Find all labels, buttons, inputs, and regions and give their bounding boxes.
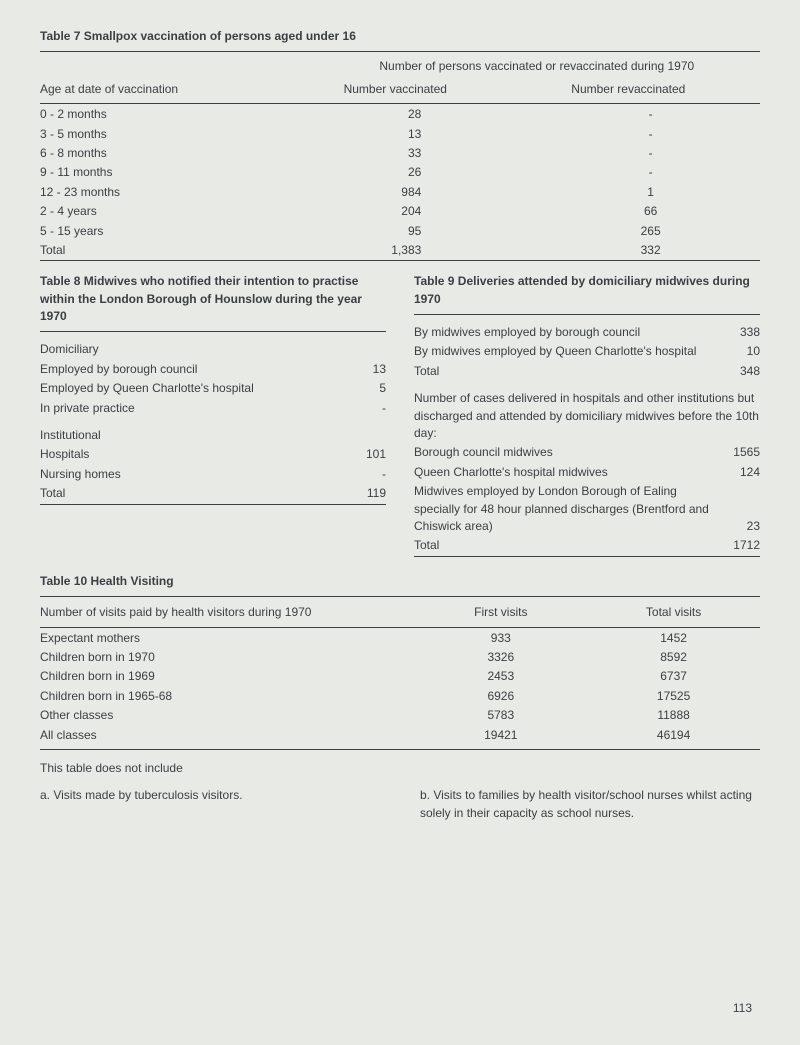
table-row: In private practice- [40, 399, 386, 418]
table-row: Total1,383332 [40, 241, 760, 260]
col-label: Number of visits paid by health visitors… [40, 603, 414, 622]
table-row: Children born in 197033268592 [40, 648, 760, 667]
table-9-title: Table 9 Deliveries attended by domicilia… [414, 273, 760, 308]
table-row: 6 - 8 months33- [40, 144, 760, 163]
table-row: By midwives employed by borough council3… [414, 323, 760, 342]
footnote-intro: This table does not include [40, 760, 760, 777]
table-7-grid: Number of persons vaccinated or revaccin… [40, 52, 760, 260]
table-row: All classes1942146194 [40, 726, 760, 745]
page-number: 113 [733, 1000, 752, 1017]
table-row: Expectant mothers9331452 [40, 629, 760, 648]
table-8: Table 8 Midwives who notified their inte… [40, 273, 386, 556]
table-row: Children born in 1965-68692617525 [40, 687, 760, 706]
table-row: Other classes578311888 [40, 706, 760, 725]
footnote-a: a. Visits made by tuberculosis visitors. [40, 787, 380, 822]
table-row: Employed by Queen Charlotte's hospital5 [40, 379, 386, 398]
table-row: Queen Charlotte's hospital midwives124 [414, 463, 760, 482]
col-total: Total visits [587, 603, 760, 622]
table-8-title: Table 8 Midwives who notified their inte… [40, 273, 386, 325]
col-vacc: Number vaccinated [314, 80, 542, 102]
table-row: Total119 [40, 484, 386, 503]
table-row: Hospitals101 [40, 445, 386, 464]
table-10-title: Table 10 Health Visiting [40, 573, 760, 590]
table-row: By midwives employed by Queen Charlotte'… [414, 342, 760, 361]
table-row: Employed by borough council13 [40, 360, 386, 379]
table-7-title: Table 7 Smallpox vaccination of persons … [40, 28, 760, 45]
table-8-sec1: Domiciliary [40, 340, 386, 359]
table-row: 5 - 15 years95265 [40, 222, 760, 241]
table-row: 0 - 2 months28- [40, 105, 760, 124]
table-row: Nursing homes- [40, 465, 386, 484]
table-9-para: Number of cases delivered in hospitals a… [414, 389, 760, 443]
table-row: Midwives employed by London Borough of E… [414, 482, 760, 536]
table-9: Table 9 Deliveries attended by domicilia… [414, 273, 760, 556]
table-row: Total348 [414, 362, 760, 381]
table-7-superheader: Number of persons vaccinated or revaccin… [314, 52, 760, 79]
col-age: Age at date of vaccination [40, 80, 314, 102]
table-10: Table 10 Health Visiting Number of visit… [40, 573, 760, 750]
table-row: 3 - 5 months13- [40, 125, 760, 144]
col-first: First visits [414, 603, 587, 622]
table-row: Children born in 196924536737 [40, 667, 760, 686]
table-row: Borough council midwives1565 [414, 443, 760, 462]
table-row: 2 - 4 years20466 [40, 202, 760, 221]
table-10-footnotes: This table does not include a. Visits ma… [40, 760, 760, 822]
table-row: 9 - 11 months26- [40, 163, 760, 182]
table-8-sec2: Institutional [40, 426, 386, 445]
table-row: Total1712 [414, 536, 760, 555]
table-row: 12 - 23 months9841 [40, 183, 760, 202]
footnote-b: b. Visits to families by health visitor/… [420, 787, 760, 822]
col-revacc: Number revaccinated [541, 80, 760, 102]
table-7: Table 7 Smallpox vaccination of persons … [40, 28, 760, 261]
